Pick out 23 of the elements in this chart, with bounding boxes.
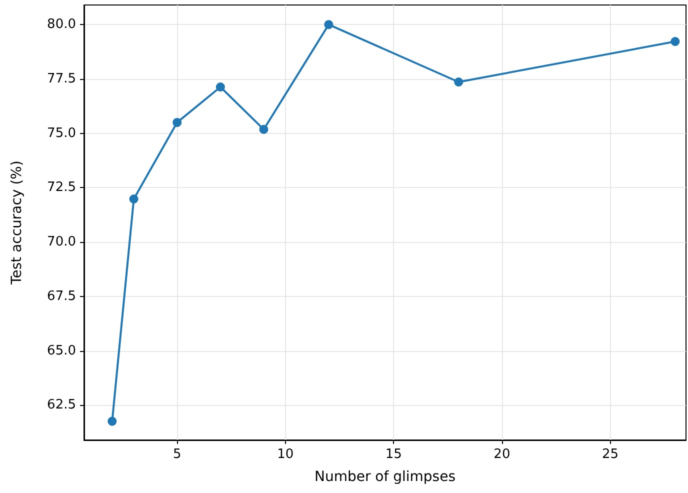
y-axis-title: Test accuracy (%) [9, 160, 25, 286]
point [216, 82, 225, 92]
point [670, 37, 680, 46]
point [259, 124, 268, 134]
x-tick-label: 15 [385, 447, 402, 462]
point [324, 20, 334, 30]
y-tick-label: 67.5 [47, 288, 76, 304]
y-tick-label: 65.0 [47, 343, 76, 358]
point [108, 416, 117, 426]
y-tick-label: 72.5 [47, 180, 76, 196]
x-axis-title: Number of glimpses [314, 469, 456, 485]
y-tick-label: 62.5 [47, 398, 76, 413]
x-tick-label: 10 [277, 447, 294, 462]
point [454, 77, 464, 86]
y-tick-label: 80.0 [47, 17, 76, 32]
x-tick-label: 25 [602, 447, 618, 462]
point [129, 194, 138, 204]
x-tick-label: 5 [172, 447, 182, 462]
x-tick-label: 20 [494, 447, 510, 462]
y-tick-label: 75.0 [47, 126, 76, 141]
y-tick-label: 70.0 [47, 234, 76, 250]
point [172, 118, 182, 127]
y-tick-label: 77.5 [47, 71, 76, 86]
